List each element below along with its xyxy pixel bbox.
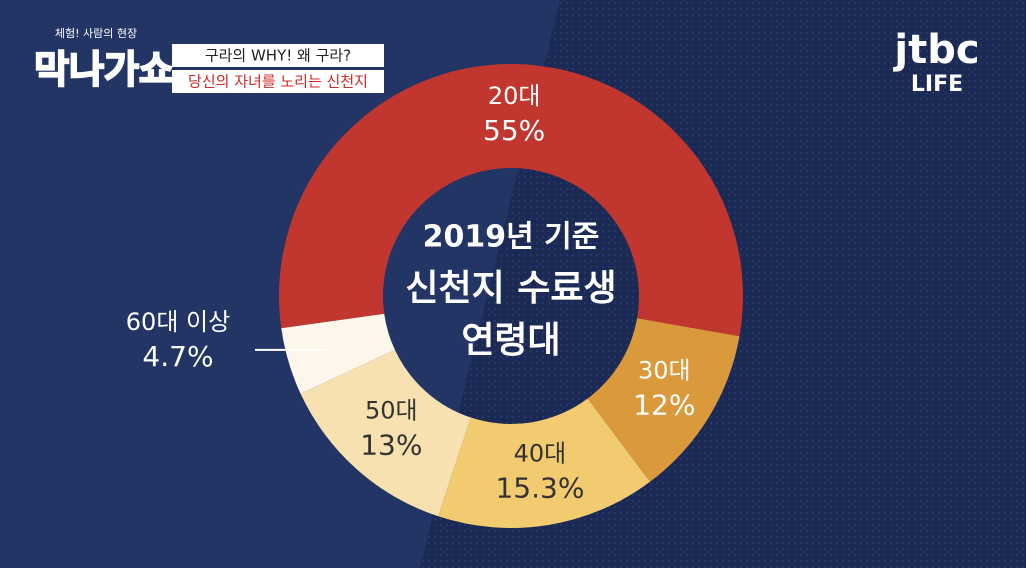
chart-title: 신천지 수료생 <box>405 268 616 309</box>
chart-title: 연령대 <box>461 320 560 361</box>
donut-slice <box>278 63 744 337</box>
logo-channel: LIFE <box>911 72 963 97</box>
caption-box <box>172 70 384 93</box>
caption-line: 당신의 자녀를 노리는 신천지 <box>188 73 368 91</box>
slice-category: 60대 이상 <box>126 308 230 336</box>
chart-title: 2019년 기준 <box>423 220 600 255</box>
caption-box <box>172 44 384 67</box>
slice-value: 13% <box>360 428 422 461</box>
slice-value: 55% <box>483 114 545 147</box>
slice-category: 30대 <box>638 356 691 384</box>
donut-slice <box>587 318 740 482</box>
program-name: 막나가쇼 <box>34 48 174 92</box>
caption-line: 구라의 WHY! 왜 구라? <box>205 47 351 65</box>
slice-category: 40대 <box>514 440 567 468</box>
donut-slice <box>438 398 650 528</box>
slice-value: 4.7% <box>142 340 213 373</box>
program-tagline: 체험! 사람의 현장 <box>55 27 137 40</box>
logo-brand: jtbc <box>892 27 979 73</box>
slice-category: 20대 <box>488 82 541 110</box>
slice-value: 15.3% <box>495 472 584 505</box>
donut-slice <box>281 313 395 394</box>
donut-slice <box>300 349 471 517</box>
slice-category: 50대 <box>365 396 418 424</box>
slice-value: 12% <box>633 388 695 421</box>
